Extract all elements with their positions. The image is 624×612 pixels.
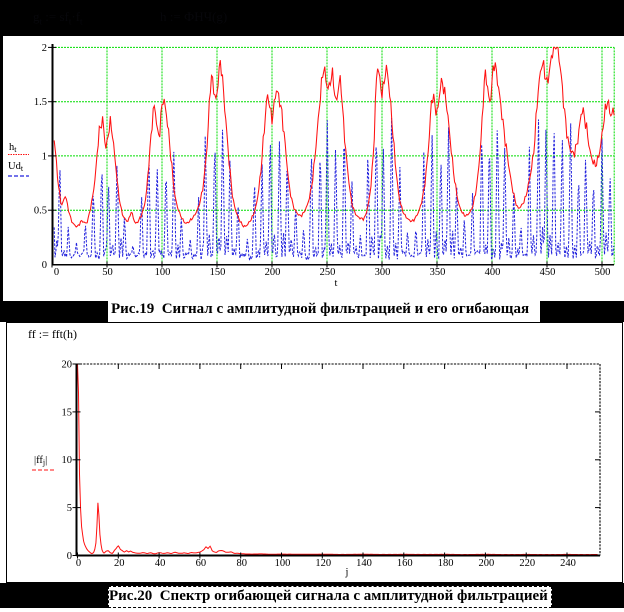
svg-text:|ffj|: |ffj| — [34, 455, 47, 467]
svg-text:j: j — [345, 567, 349, 578]
svg-text:0: 0 — [42, 260, 47, 271]
svg-text:160: 160 — [397, 558, 413, 569]
svg-text:20: 20 — [62, 360, 73, 371]
svg-text:220: 220 — [519, 558, 535, 569]
svg-text:400: 400 — [485, 267, 501, 278]
svg-text:0: 0 — [54, 267, 59, 278]
svg-text:150: 150 — [210, 267, 226, 278]
svg-text:250: 250 — [320, 267, 336, 278]
svg-text:200: 200 — [479, 558, 495, 569]
svg-text:2: 2 — [42, 43, 47, 54]
svg-text:100: 100 — [155, 267, 171, 278]
svg-text:40: 40 — [155, 558, 166, 569]
svg-text:140: 140 — [356, 558, 372, 569]
svg-text:10: 10 — [62, 455, 73, 466]
svg-text:50: 50 — [102, 267, 113, 278]
svg-text:20: 20 — [114, 558, 125, 569]
svg-text:240: 240 — [560, 558, 576, 569]
svg-text:350: 350 — [430, 267, 446, 278]
svg-text:80: 80 — [236, 558, 247, 569]
svg-text:t: t — [335, 278, 338, 289]
svg-text:500: 500 — [595, 267, 611, 278]
svg-text:1.5: 1.5 — [34, 97, 47, 108]
svg-text:0: 0 — [67, 551, 72, 562]
svg-text:60: 60 — [196, 558, 207, 569]
svg-text:15: 15 — [62, 407, 73, 418]
svg-text:300: 300 — [375, 267, 391, 278]
svg-text:0.5: 0.5 — [34, 206, 47, 217]
svg-text:180: 180 — [438, 558, 454, 569]
svg-text:0: 0 — [76, 558, 81, 569]
svg-text:ht: ht — [9, 142, 17, 154]
svg-text:450: 450 — [540, 267, 556, 278]
svg-text:200: 200 — [265, 267, 281, 278]
svg-text:Udt: Udt — [8, 161, 24, 173]
svg-text:120: 120 — [315, 558, 331, 569]
svg-text:5: 5 — [67, 503, 72, 514]
svg-text:100: 100 — [275, 558, 291, 569]
svg-text:1: 1 — [42, 151, 47, 162]
